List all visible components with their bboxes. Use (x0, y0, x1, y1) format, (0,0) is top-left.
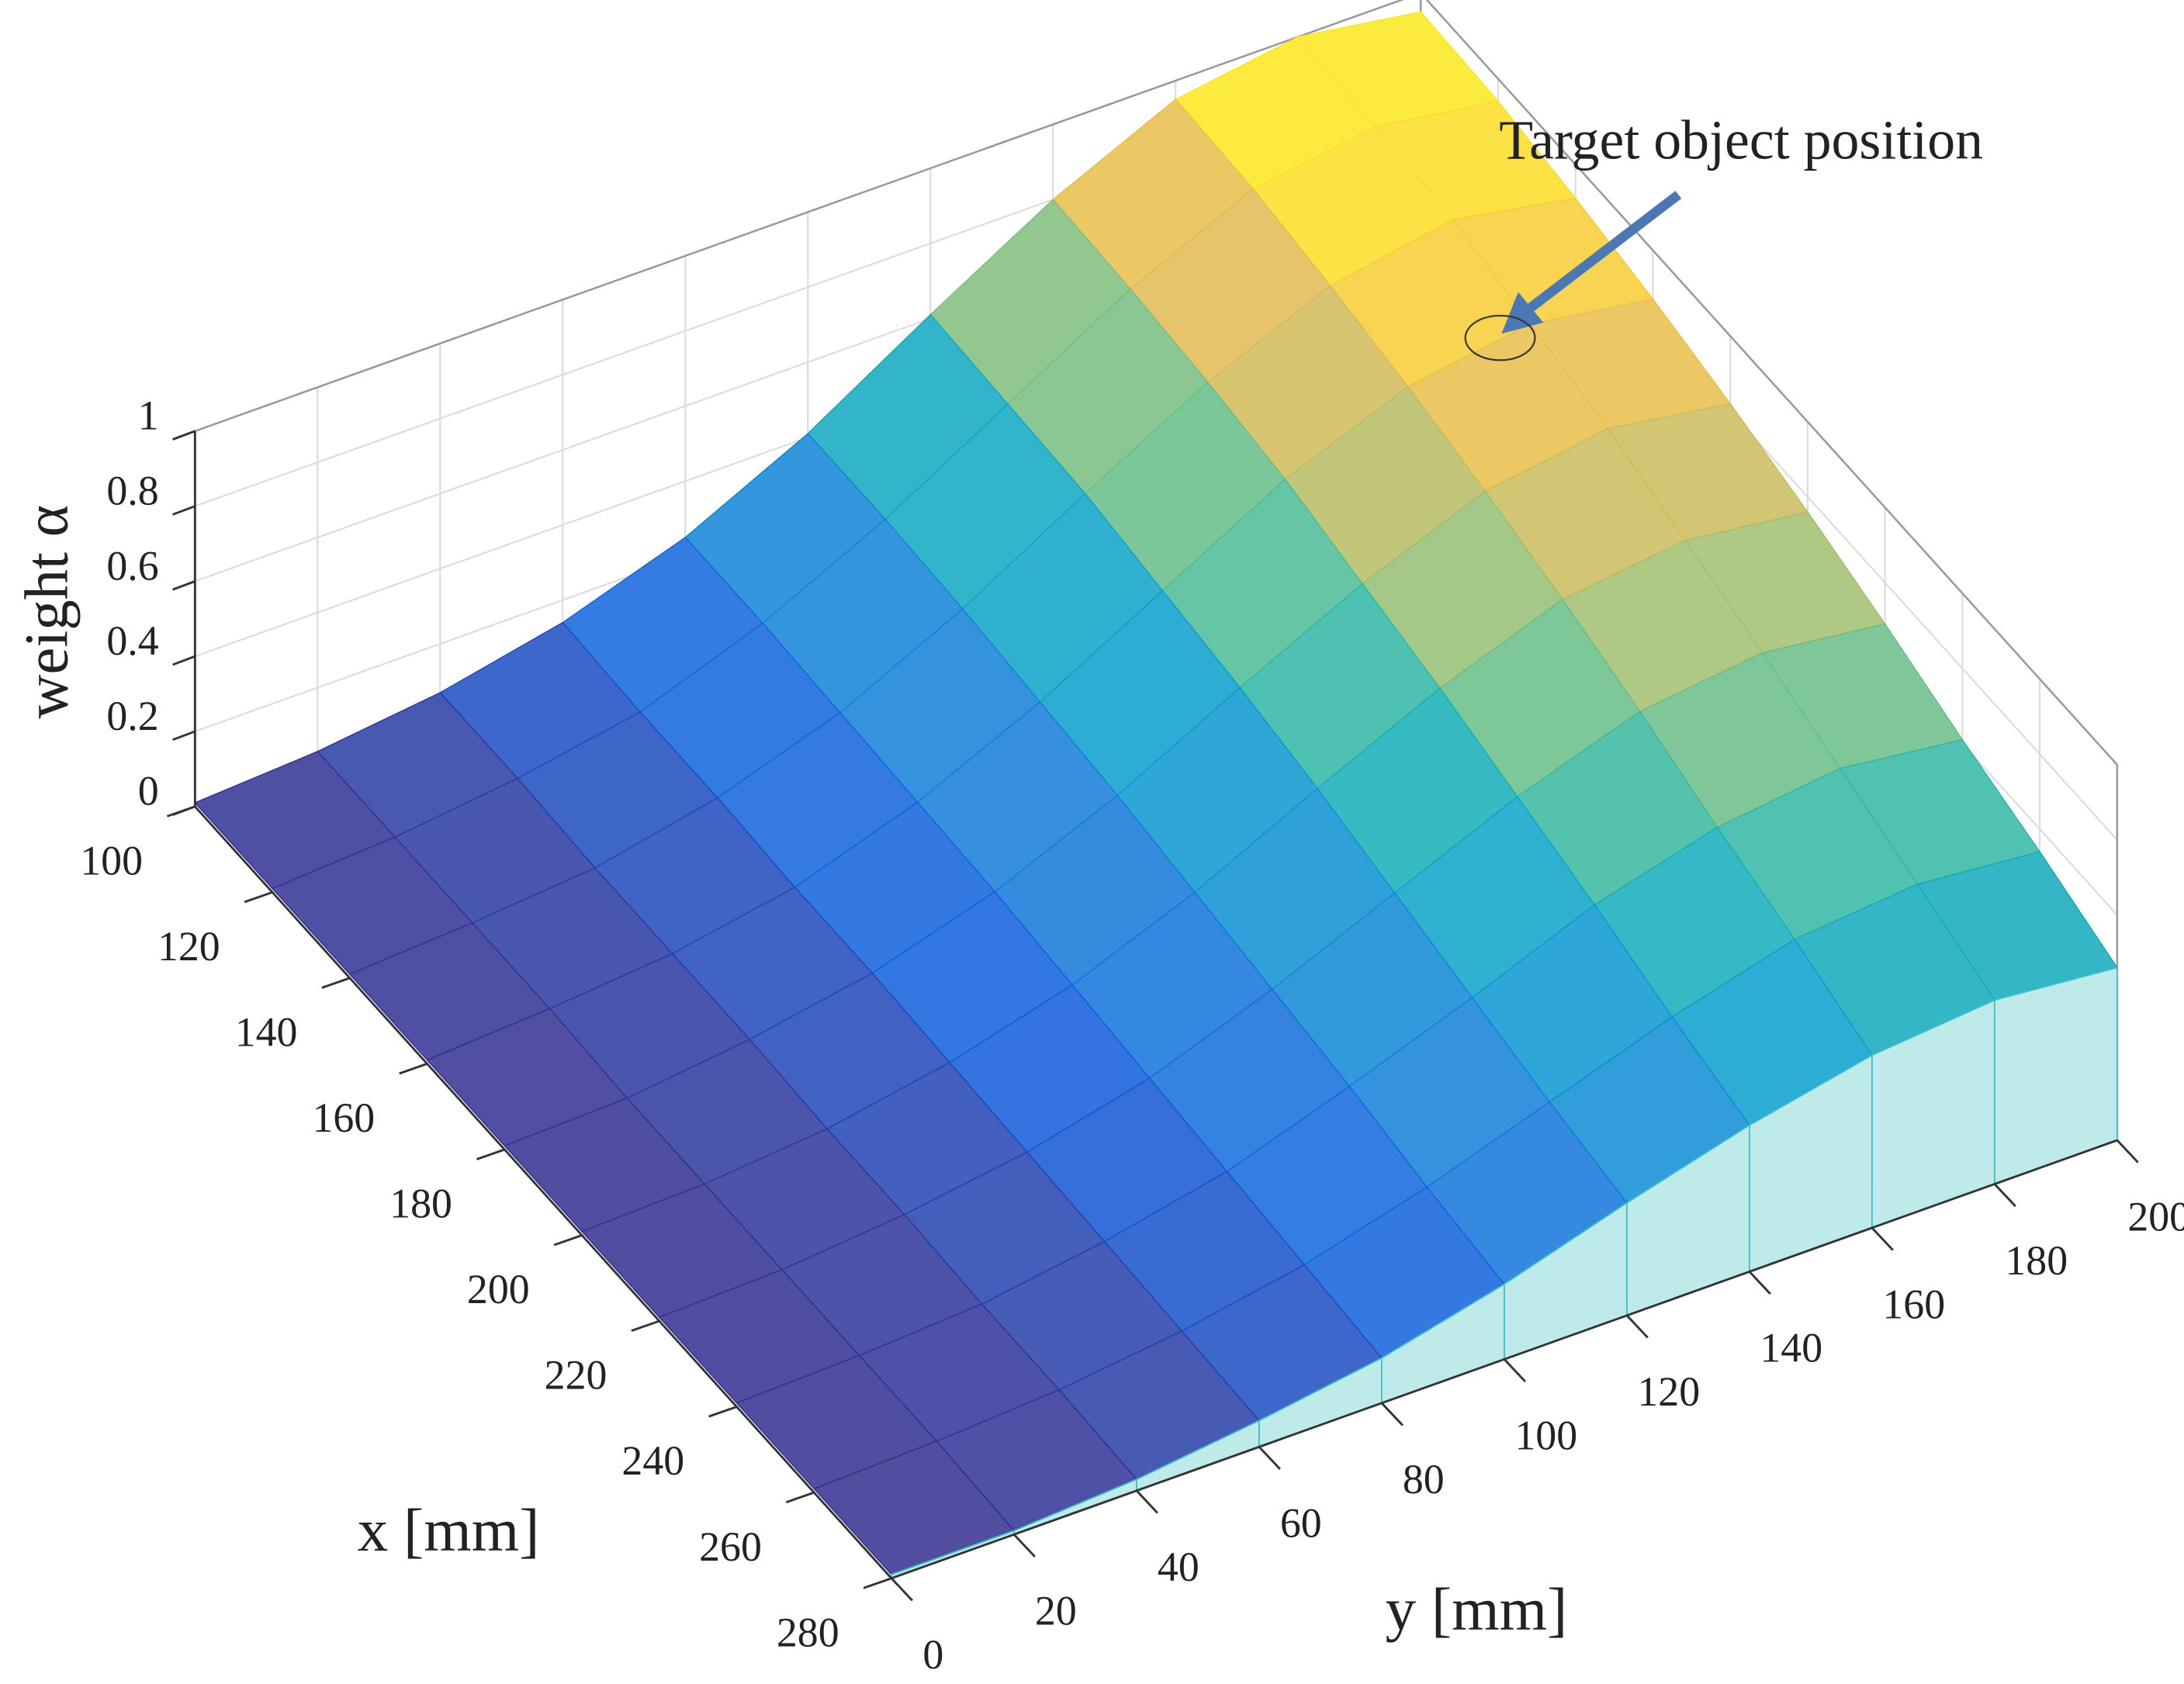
z-tick (172, 505, 196, 516)
x-tick (708, 1406, 737, 1418)
y-tick (890, 1577, 913, 1602)
x-tick-label: 220 (545, 1352, 607, 1399)
y-tick-label: 100 (1514, 1413, 1577, 1459)
z-tick (172, 580, 196, 591)
x-tick-label: 160 (312, 1094, 375, 1141)
y-tick-label: 180 (2005, 1237, 2068, 1284)
z-tick-label: 0 (138, 768, 159, 814)
y-tick (1871, 1226, 1894, 1251)
z-tick (172, 655, 196, 666)
x-tick-label: 180 (389, 1181, 452, 1227)
annotation-arrowhead (1501, 292, 1544, 334)
y-tick-label: 160 (1882, 1281, 1945, 1327)
x-axis-label: x [mm] (358, 1497, 540, 1565)
y-tick-label: 80 (1403, 1456, 1445, 1502)
y-tick (1258, 1446, 1281, 1470)
x-tick (244, 890, 273, 904)
y-tick (1748, 1271, 1771, 1295)
plot-area: 100 120 140 160 180 200 220 240 260 280 0 20 40 60 80 1… (13, 0, 2184, 1678)
x-axis-line (194, 805, 893, 1579)
x-tick (399, 1063, 428, 1075)
z-tick-label: 0.4 (106, 617, 158, 664)
y-tick-label: 20 (1035, 1588, 1077, 1634)
z-tick (172, 805, 196, 816)
x-tick-label: 240 (621, 1437, 684, 1484)
z-tick-label: 0.6 (106, 542, 158, 589)
x-tick (863, 1577, 892, 1589)
annotation-arrow (1526, 190, 1682, 313)
y-axis-label: y [mm] (1386, 1576, 1568, 1644)
y-tick-label: 140 (1760, 1325, 1822, 1371)
x-tick-label: 120 (157, 923, 220, 970)
y-tick (1993, 1183, 2016, 1208)
y-tick-label: 200 (2127, 1193, 2184, 1240)
surface (194, 11, 2119, 1579)
z-axis-label: weight α (13, 505, 81, 719)
y-tick (1503, 1358, 1526, 1383)
x-tick-label: 280 (777, 1609, 839, 1655)
z-tick-label: 0.8 (106, 468, 158, 514)
z-tick-label: 1 (138, 392, 159, 439)
y-tick-label: 120 (1637, 1368, 1700, 1415)
x-tick (476, 1148, 505, 1160)
y-tick (1012, 1534, 1036, 1558)
x-tick-label: 100 (80, 837, 143, 883)
x-tick-label: 200 (467, 1266, 530, 1312)
y-tick-label: 0 (922, 1631, 943, 1678)
z-tick (172, 730, 196, 742)
annotation: Target object position (1499, 109, 1983, 171)
z-tick (172, 430, 196, 441)
x-tick (321, 977, 351, 989)
y-tick-label: 60 (1280, 1500, 1322, 1547)
y-tick (2116, 1139, 2139, 1164)
x-tick-label: 260 (699, 1523, 762, 1570)
x-tick (631, 1319, 660, 1332)
x-tick (553, 1234, 583, 1247)
box-edge (194, 0, 2118, 766)
x-tick (785, 1491, 815, 1504)
z-tick-label: 0.2 (106, 693, 158, 739)
y-tick-label: 40 (1158, 1544, 1199, 1590)
y-tick (1625, 1314, 1649, 1339)
axes: 100 120 140 160 180 200 220 240 260 280 0 20 40 60 80 1… (80, 392, 2184, 1678)
y-tick (1135, 1489, 1158, 1514)
y-tick (1380, 1402, 1404, 1426)
surface-curtain (1993, 966, 2118, 1185)
target-circle (1464, 314, 1536, 361)
x-tick-label: 140 (235, 1009, 298, 1056)
